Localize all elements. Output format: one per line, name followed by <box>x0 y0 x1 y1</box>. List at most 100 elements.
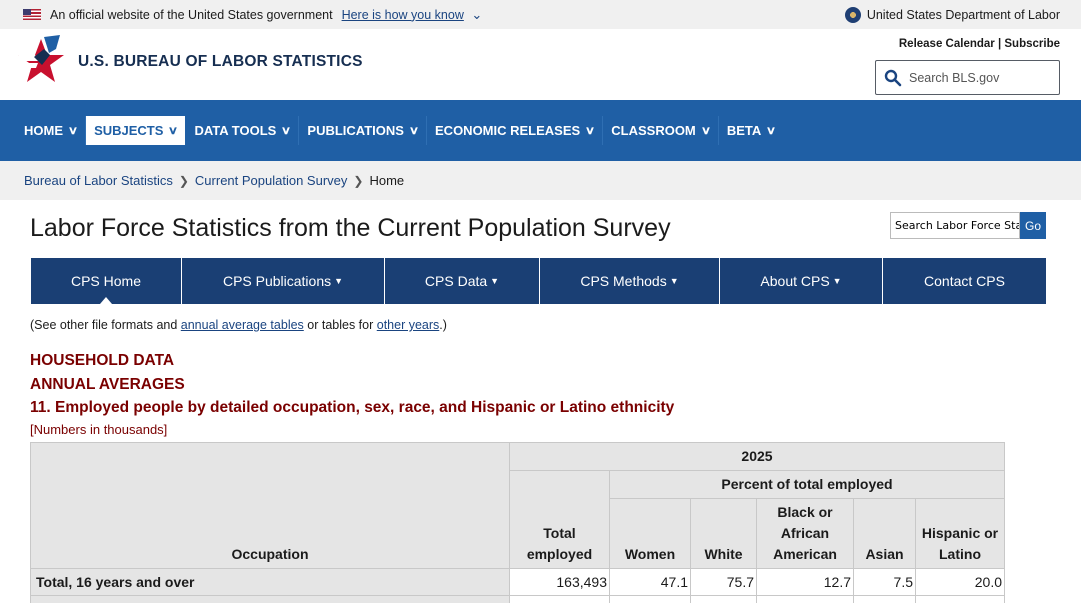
cell-next <box>509 595 610 603</box>
agency-name: U.S. BUREAU OF LABOR STATISTICS <box>78 53 363 70</box>
note-suffix: .) <box>439 318 447 332</box>
chevron-down-icon: ∨ <box>766 125 777 137</box>
cell-hispanic: 20.0 <box>915 568 1005 596</box>
gov-banner-text: An official website of the United States… <box>50 7 333 22</box>
col-header-occupation: Occupation <box>30 442 510 569</box>
gov-banner-left: An official website of the United States… <box>23 7 482 23</box>
col-header-black: Black or African American <box>756 498 854 569</box>
note-middle: or tables for <box>303 318 377 332</box>
col-header-percent: Percent of total employed <box>609 470 1005 499</box>
how-you-know-link[interactable]: Here is how you know <box>341 7 464 22</box>
cps-tab-publications-label: CPS Publications <box>222 273 332 289</box>
chevron-down-icon: ∨ <box>67 125 79 137</box>
cps-tab-home[interactable]: CPS Home <box>31 258 182 304</box>
table-row <box>30 595 1005 603</box>
chevron-down-icon: ∨ <box>168 125 179 137</box>
chevron-right-icon: ❯ <box>353 173 364 188</box>
cell-total: 163,493 <box>509 568 610 596</box>
breadcrumb-bls[interactable]: Bureau of Labor Statistics <box>24 173 173 188</box>
cps-nav: CPS Home CPS Publications ▼ CPS Data ▼ CPS… <box>31 258 1046 304</box>
other-years-link[interactable]: other years <box>376 318 440 332</box>
search-icon[interactable] <box>884 69 902 87</box>
chevron-down-icon: ∨ <box>700 125 712 137</box>
cell-white: 75.7 <box>690 568 757 596</box>
site-search: Search Labor Force Statistics Go <box>890 212 1046 239</box>
nav-publications[interactable]: PUBLICATIONS ∨ <box>299 116 428 145</box>
nav-data-tools[interactable]: DATA TOOLS ∨ <box>186 116 300 145</box>
col-header-hispanic: Hispanic or Latino <box>915 498 1005 569</box>
table-title: 11. Employed people by detailed occupati… <box>30 399 675 416</box>
nav-beta[interactable]: BETA ∨ <box>719 116 784 145</box>
cell-black: 12.7 <box>756 568 854 596</box>
cell-asian: 7.5 <box>853 568 916 596</box>
annual-average-tables-link[interactable]: annual average tables <box>180 318 304 332</box>
cps-tab-data[interactable]: CPS Data ▼ <box>385 258 540 304</box>
dol-link[interactable]: United States Department of Labor <box>844 6 1060 23</box>
note-prefix: (See other file formats and <box>30 318 181 332</box>
page-title: Labor Force Statistics from the Current … <box>30 214 671 242</box>
chevron-down-icon: ∨ <box>281 125 292 137</box>
nav-economic-releases[interactable]: ECONOMIC RELEASES ∨ <box>427 116 604 145</box>
nav-subjects[interactable]: SUBJECTS ∨ <box>86 116 186 145</box>
employment-table: Occupation 2025 Total employed Percent o… <box>30 442 1005 603</box>
nav-economic-releases-label: ECONOMIC RELEASES <box>435 123 581 138</box>
go-button[interactable]: Go <box>1020 212 1046 239</box>
nav-data-tools-label: DATA TOOLS <box>194 123 277 138</box>
chevron-down-icon[interactable]: ⌄ <box>471 6 483 22</box>
caret-down-icon: ▼ <box>669 276 679 286</box>
cell-women: 47.1 <box>609 568 691 596</box>
table-row: Total, 16 years and over 163,493 47.1 75… <box>30 568 1005 596</box>
release-calendar-link[interactable]: Release Calendar <box>898 38 995 50</box>
cps-tab-methods-label: CPS Methods <box>580 273 667 289</box>
dol-link-text[interactable]: United States Department of Labor <box>866 7 1060 22</box>
gov-banner: An official website of the United States… <box>0 0 1081 29</box>
cell-next <box>915 595 1005 603</box>
cell-next <box>853 595 916 603</box>
formats-note: (See other file formats and annual avera… <box>30 318 447 332</box>
cps-tab-contact[interactable]: Contact CPS <box>883 258 1046 304</box>
cps-tab-data-label: CPS Data <box>424 273 488 289</box>
col-header-white: White <box>690 498 757 569</box>
caret-down-icon: ▼ <box>490 276 500 286</box>
cell-next <box>756 595 854 603</box>
nav-subjects-label: SUBJECTS <box>94 123 164 138</box>
cps-tab-about[interactable]: About CPS ▼ <box>720 258 883 304</box>
row-occupation-next <box>30 595 510 603</box>
col-header-women: Women <box>609 498 691 569</box>
dol-seal-icon <box>844 6 861 23</box>
row-occupation: Total, 16 years and over <box>30 568 510 596</box>
caret-down-icon: ▼ <box>334 276 344 286</box>
annual-averages-heading: ANNUAL AVERAGES <box>30 376 185 393</box>
chevron-right-icon: ❯ <box>178 173 189 188</box>
units-note: [Numbers in thousands] <box>30 422 168 437</box>
cps-tab-home-label: CPS Home <box>70 273 142 289</box>
col-header-total: Total employed <box>509 470 610 569</box>
search-placeholder: Search BLS.gov <box>909 70 1000 85</box>
cell-next <box>609 595 691 603</box>
cps-tab-methods[interactable]: CPS Methods ▼ <box>540 258 720 304</box>
cell-next <box>690 595 757 603</box>
nav-publications-label: PUBLICATIONS <box>307 123 404 138</box>
nav-classroom[interactable]: CLASSROOM ∨ <box>603 116 719 145</box>
bls-star-logo-icon <box>18 35 64 82</box>
cps-tab-about-label: About CPS <box>760 273 830 289</box>
household-data-heading: HOUSEHOLD DATA <box>30 352 175 369</box>
subscribe-link[interactable]: Subscribe <box>1004 38 1060 50</box>
bls-search-input[interactable]: Search BLS.gov <box>875 60 1060 95</box>
utility-separator: | <box>997 38 1002 50</box>
nav-beta-label: BETA <box>726 123 762 138</box>
breadcrumb: Bureau of Labor Statistics ❯ Current Pop… <box>0 161 1081 200</box>
nav-home[interactable]: HOME ∨ <box>16 116 87 145</box>
breadcrumb-current: Home <box>369 173 405 188</box>
main-nav: HOME ∨ SUBJECTS ∨ DATA TOOLS ∨ PUBLICATIONS… <box>0 100 1081 161</box>
nav-classroom-label: CLASSROOM <box>611 123 696 138</box>
col-header-year: 2025 <box>509 442 1005 471</box>
utility-links: Release Calendar | Subscribe <box>899 38 1060 50</box>
chevron-down-icon: ∨ <box>408 125 420 137</box>
cps-tab-publications[interactable]: CPS Publications ▼ <box>182 258 385 304</box>
breadcrumb-cps[interactable]: Current Population Survey <box>194 173 348 188</box>
site-header: U.S. BUREAU OF LABOR STATISTICS Release … <box>0 29 1081 100</box>
nav-home-label: HOME <box>24 123 63 138</box>
site-search-input[interactable]: Search Labor Force Statistics <box>890 212 1020 239</box>
bls-logo-link[interactable]: U.S. BUREAU OF LABOR STATISTICS <box>16 35 363 89</box>
